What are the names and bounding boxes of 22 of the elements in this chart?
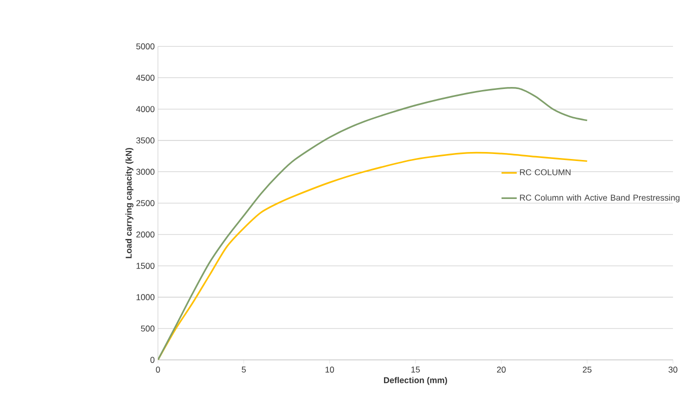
y-tick-label: 3500 (136, 138, 154, 144)
legend-label: RC COLUMN (520, 169, 570, 176)
x-tick-label: 20 (497, 366, 506, 373)
y-tick-label: 3000 (136, 169, 154, 176)
x-tick-label: 0 (156, 366, 160, 373)
y-tick-label: 1500 (136, 263, 154, 270)
y-tick-label: 4000 (136, 106, 154, 112)
y-axis-title: Load carrying capacity (kN) (125, 148, 134, 258)
y-tick-label: 5000 (136, 44, 154, 50)
y-tick-label: 1000 (136, 294, 154, 300)
x-axis-title: Deflection (mm) (384, 377, 448, 386)
y-tick-label: 0 (150, 357, 154, 364)
x-tick-label: 25 (582, 366, 592, 373)
y-tick-label: 500 (140, 326, 154, 332)
x-tick-label: 5 (242, 366, 246, 373)
legend-label: RC Column with Active Band Prestressing (520, 194, 680, 203)
x-tick-label: 30 (668, 366, 678, 373)
y-tick-label: 2000 (136, 232, 154, 238)
x-tick-label: 15 (411, 366, 420, 373)
y-tick-label: 2500 (136, 200, 154, 206)
x-tick-label: 10 (326, 366, 334, 373)
y-tick-label: 4500 (136, 74, 154, 81)
